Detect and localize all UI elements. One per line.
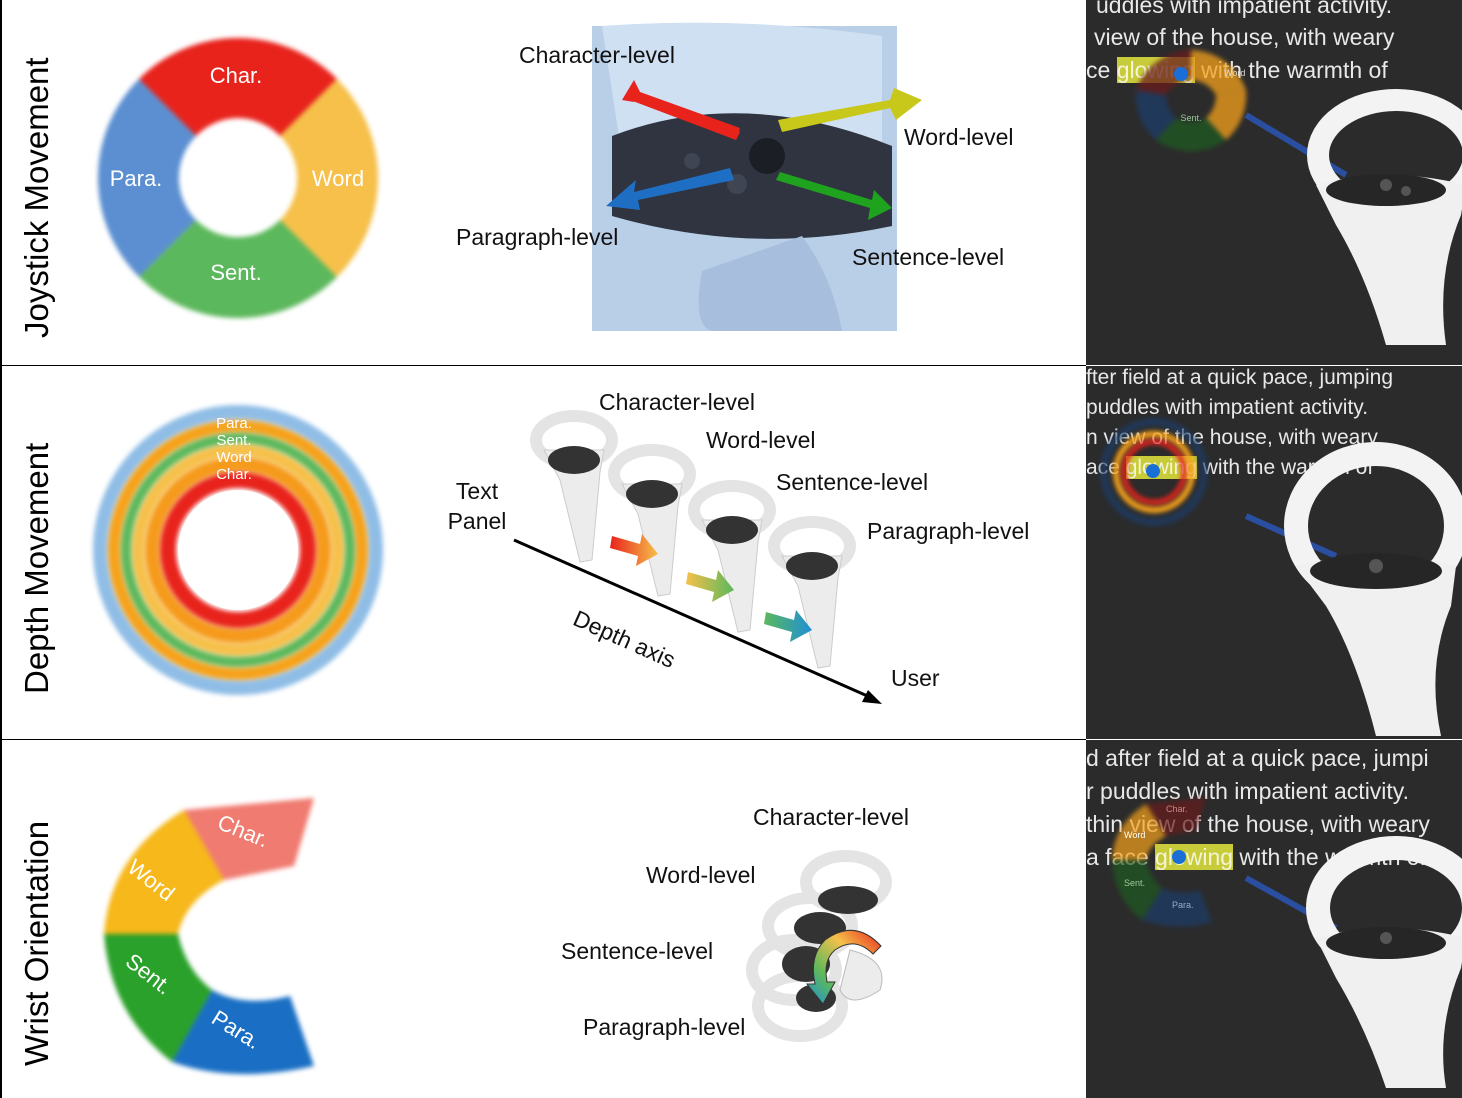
vr-text-line: view of the house, with weary: [1094, 24, 1395, 50]
wrist-rotation-arrow: [805, 929, 882, 1005]
joystick-callout-sentence: Sentence-level: [852, 244, 1005, 270]
vr-radial-menu: Word Sent.: [1135, 50, 1247, 152]
vr-highlight-word: glowing: [1155, 844, 1234, 870]
vr-menu-para: Para.: [1172, 900, 1194, 910]
depth-controller-3: [688, 480, 776, 633]
vr-arc-menu: Char. Word Sent. Para.: [1112, 798, 1212, 927]
depth-menu-word: Word: [216, 449, 252, 466]
vr-menu-word: Word: [1124, 830, 1145, 840]
joystick-menu-char: Char.: [210, 63, 263, 88]
row-divider-2: [0, 739, 1086, 740]
vr-text-line: puddles with impatient activity.: [1086, 396, 1369, 419]
vr-cursor-dot: [1172, 850, 1186, 864]
joystick-direction-arrows: [606, 80, 922, 220]
joystick-menu-sent: Sent.: [210, 260, 261, 285]
joystick-vr-screenshot: uddles with impatient activity. view of …: [1086, 0, 1462, 365]
depth-menu-char: Char.: [216, 466, 252, 483]
joystick-callout-word: Word-level: [904, 124, 1014, 150]
vr-cursor-dot: [1146, 464, 1160, 478]
depth-axis-diagram: [513, 410, 882, 704]
left-border: [0, 0, 2, 1098]
vr-text-line: d after field at a quick pace, jumpi: [1086, 745, 1429, 771]
wrist-callout-paragraph: Paragraph-level: [583, 1014, 746, 1040]
vr-cursor-dot: [1174, 67, 1188, 81]
depth-menu-para: Para.: [216, 415, 252, 432]
vr-text-line: fter field at a quick pace, jumping: [1086, 366, 1394, 389]
wrist-arc-menu: Char. Word Sent. Para.: [104, 798, 314, 1075]
depth-callout-paragraph: Paragraph-level: [867, 518, 1030, 544]
vr-highlight-word: glowing: [1125, 456, 1197, 479]
depth-ring-menu: Para. Sent. Word Char.: [93, 405, 383, 695]
vr-menu-sent: Sent.: [1124, 878, 1145, 888]
joystick-ring-menu: Char. Word Sent. Para.: [97, 37, 379, 319]
depth-callout-sentence: Sentence-level: [776, 469, 929, 495]
vr-controller-model: [1244, 89, 1462, 345]
depth-callout-word: Word-level: [706, 427, 816, 453]
depth-controller-4: [768, 516, 856, 669]
depth-callout-character: Character-level: [599, 389, 755, 415]
vr-controller-model: [1244, 836, 1462, 1088]
vr-controller-model: [1244, 442, 1462, 736]
vr-menu-char: Char.: [1166, 804, 1188, 814]
depth-controller-1: [530, 410, 618, 563]
vr-menu-word: Word: [1224, 68, 1245, 78]
vr-depth-ring: [1100, 418, 1208, 526]
wrist-callout-sentence: Sentence-level: [561, 938, 714, 964]
vr-text-line: r puddles with impatient activity.: [1086, 778, 1409, 804]
vr-text-line: uddles with impatient activity.: [1096, 0, 1393, 18]
depth-vr-screenshot: fter field at a quick pace, jumping pudd…: [1086, 366, 1462, 739]
depth-user-label: User: [891, 665, 940, 691]
wrist-callout-character: Character-level: [753, 804, 909, 830]
wrist-callout-word: Word-level: [646, 862, 756, 888]
row-title-joystick: Joystick Movement: [18, 57, 55, 338]
row-title-depth: Depth Movement: [18, 442, 55, 694]
depth-text-panel-label: Text Panel: [447, 478, 507, 534]
row-divider-1: [0, 365, 1086, 366]
depth-controller-2: [608, 444, 696, 597]
joystick-menu-word: Word: [312, 166, 364, 191]
row-title-wrist: Wrist Orientation: [18, 820, 55, 1066]
depth-menu-sent: Sent.: [216, 432, 251, 449]
joystick-callout-paragraph: Paragraph-level: [456, 224, 619, 250]
joystick-menu-para: Para.: [110, 166, 163, 191]
joystick-controller-illustration: [592, 22, 897, 331]
wrist-vr-screenshot: d after field at a quick pace, jumpi r p…: [1086, 740, 1462, 1098]
vr-menu-sent: Sent.: [1180, 113, 1201, 123]
joystick-callout-character: Character-level: [519, 42, 675, 68]
